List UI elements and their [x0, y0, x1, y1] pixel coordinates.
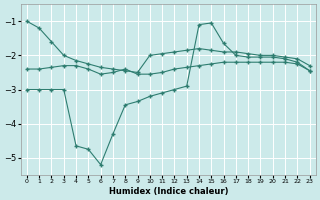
- X-axis label: Humidex (Indice chaleur): Humidex (Indice chaleur): [108, 187, 228, 196]
